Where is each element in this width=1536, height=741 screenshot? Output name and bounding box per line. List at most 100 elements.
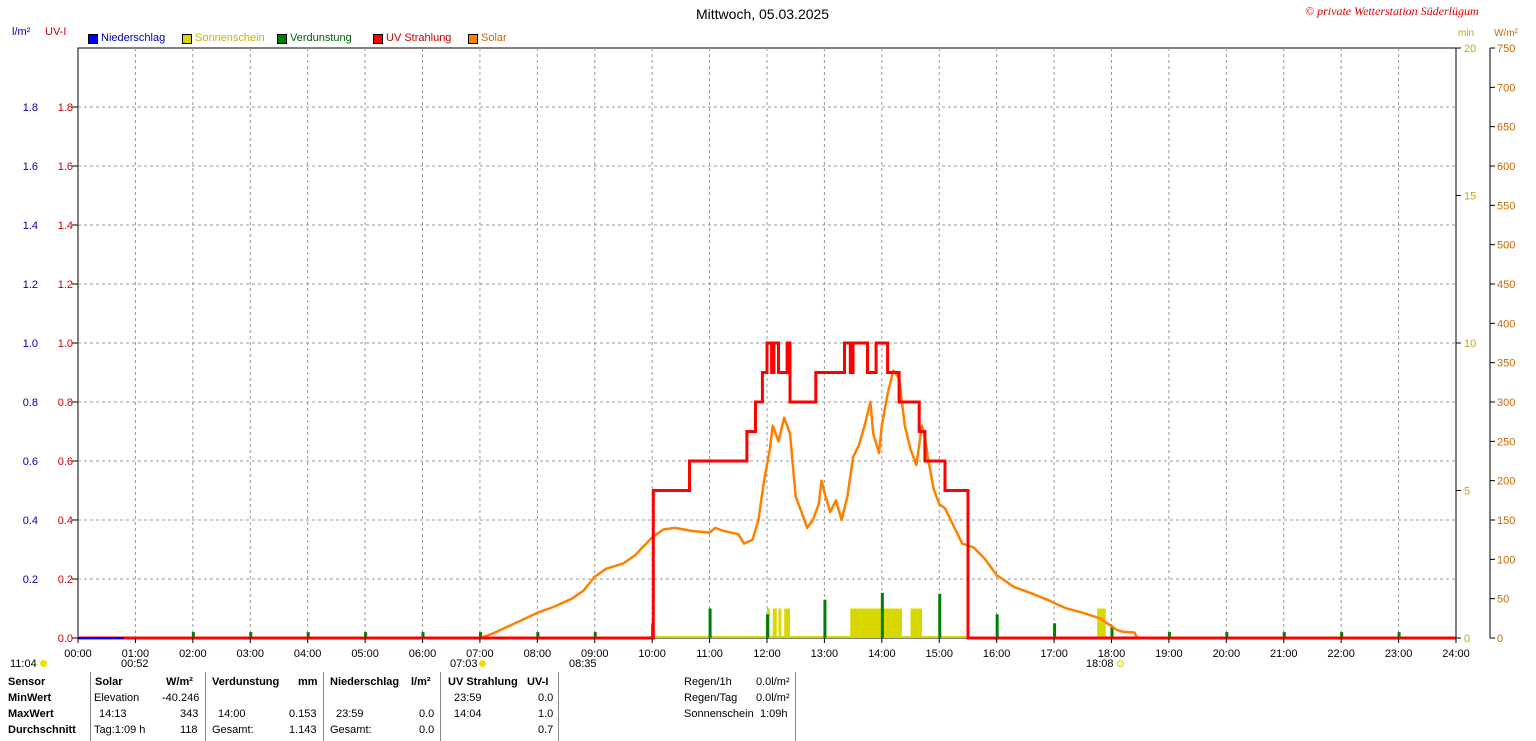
- tick-label-uv: 0.0: [58, 633, 73, 645]
- uv-header: UV Strahlung: [448, 676, 518, 688]
- tick-label-wm2: 400: [1497, 318, 1515, 330]
- sunshine-bar: [778, 608, 782, 638]
- tick-label-x: 08:00: [524, 648, 552, 660]
- uv-min-value: 0.0: [538, 692, 554, 704]
- sunrise-icon: [479, 660, 486, 667]
- series-sonnenschein: [652, 608, 1106, 638]
- chart-title: Mittwoch, 05.03.2025: [696, 6, 830, 22]
- legend-label-solar: Solar: [481, 32, 507, 44]
- uv-line: [78, 341, 1456, 640]
- tick-label-min: 5: [1464, 486, 1470, 498]
- tick-label-uv: 1.4: [58, 220, 73, 232]
- legend-swatch-niederschlag: [88, 34, 98, 44]
- extra-value-rain-1h: 0.0l/m²: [756, 676, 790, 688]
- verdunstung-header: Verdunstung: [212, 676, 280, 688]
- evaporation-bar: [1282, 632, 1286, 638]
- tick-label-x: 01:00: [122, 648, 150, 660]
- evaporation-bar: [364, 632, 368, 638]
- niederschlag-header: Niederschlag: [330, 676, 400, 688]
- left-unit-uv: UV-I: [45, 26, 67, 38]
- tick-label-x: 12:00: [753, 648, 781, 660]
- evaporation-bar: [536, 632, 540, 638]
- tick-label-rain: 0.8: [23, 397, 38, 409]
- right-unit-min: min: [1458, 28, 1475, 39]
- copyright-label: © private Wetterstation Süderlügum: [1305, 4, 1479, 18]
- row-label-min: MinWert: [8, 692, 52, 704]
- moon-icon: [40, 660, 47, 667]
- sunset-time: 18:08: [1086, 658, 1114, 670]
- tick-label-wm2: 150: [1497, 515, 1515, 527]
- verdunstung-avg-value: 1.143: [289, 724, 317, 736]
- tick-label-rain: 1.4: [23, 220, 38, 232]
- tick-label-wm2: 750: [1497, 43, 1515, 55]
- tick-label-x: 05:00: [351, 648, 379, 660]
- sunshine-bar: [1097, 608, 1106, 638]
- tick-label-x: 15:00: [925, 648, 953, 660]
- niederschlag-avg-label: Gesamt:: [330, 724, 372, 736]
- legend-label-verdunstung: Verdunstung: [290, 32, 352, 44]
- evaporation-bar: [1167, 632, 1171, 638]
- series-lines: [78, 341, 1456, 640]
- tick-label-uv: 1.2: [58, 279, 73, 291]
- sunshine-bar: [850, 608, 902, 638]
- tick-label-wm2: 100: [1497, 554, 1515, 566]
- uv-min-time: 23:59: [454, 692, 482, 704]
- left-unit-rain: l/m²: [12, 26, 31, 38]
- legend-swatch-verdunstung: [277, 34, 287, 44]
- tick-label-uv: 0.6: [58, 456, 73, 468]
- tick-label-uv: 0.4: [58, 515, 73, 527]
- moon-up-time: 11:04: [10, 658, 37, 670]
- tick-label-x: 10:00: [638, 648, 666, 660]
- tick-label-wm2: 250: [1497, 436, 1515, 448]
- solar-max-time: 14:13: [99, 708, 127, 720]
- tick-label-wm2: 200: [1497, 476, 1515, 488]
- verdunstung-avg-label: Gesamt:: [212, 724, 254, 736]
- x-axis-ticks: 00:00 01:00 02:00 03:00 04:00 05:00 06:00 07:00…: [64, 638, 1470, 660]
- extra-value-rain-day: 0.0l/m²: [756, 692, 790, 704]
- tick-label-x: 04:00: [294, 648, 322, 660]
- right-axis-min-ticks: 0 5 10 15 20: [1456, 43, 1476, 645]
- verdunstung-max-value: 0.153: [289, 708, 317, 720]
- tick-label-rain: 0.4: [23, 515, 38, 527]
- sunrise-time: 07:03: [450, 658, 478, 670]
- legend-label-uv: UV Strahlung: [386, 32, 452, 44]
- tick-label-x: 14:00: [868, 648, 896, 660]
- niederschlag-unit: l/m²: [411, 676, 431, 688]
- uv-avg-value: 0.7: [538, 724, 554, 736]
- tick-label-x: 18:00: [1098, 648, 1126, 660]
- tick-label-x: 19:00: [1155, 648, 1183, 660]
- evaporation-bar: [249, 632, 253, 638]
- evaporation-bar: [593, 632, 597, 638]
- sunset-icon: [1117, 660, 1124, 667]
- evaporation-bar: [1225, 632, 1229, 638]
- sunshine-baseline: [652, 636, 968, 638]
- evaporation-bar: [995, 614, 999, 638]
- row-label-max: MaxWert: [8, 708, 54, 720]
- solar-avg-value: 118: [180, 724, 198, 736]
- uv-unit: UV-I: [527, 676, 549, 688]
- sunshine-bar: [784, 608, 790, 638]
- tick-label-wm2: 450: [1497, 279, 1515, 291]
- tick-label-uv: 0.2: [58, 574, 73, 586]
- row-label-sensor: Sensor: [8, 676, 46, 688]
- solar-max-value: 343: [180, 708, 199, 720]
- tick-label-wm2: 350: [1497, 358, 1515, 370]
- tick-label-x: 16:00: [983, 648, 1011, 660]
- legend-label-sonnenschein: Sonnenschein: [195, 32, 265, 44]
- verdunstung-max-time: 14:00: [218, 708, 246, 720]
- tick-label-x: 02:00: [179, 648, 207, 660]
- tick-label-x: 21:00: [1270, 648, 1298, 660]
- evaporation-bar: [708, 608, 712, 638]
- evaporation-bar: [1340, 632, 1344, 638]
- evaporation-bar: [478, 632, 482, 638]
- tick-label-x: 23:00: [1385, 648, 1413, 660]
- verdunstung-unit: mm: [298, 676, 318, 688]
- evaporation-bar: [938, 593, 942, 638]
- tick-label-uv: 1.6: [58, 161, 73, 173]
- legend-swatch-sonnenschein: [182, 34, 192, 44]
- right-axis-wm2-ticks: 0 50 100 150 200 250 300 350 400 450 500 550 600 650 7…: [1489, 43, 1515, 645]
- uv-max-time: 14:04: [454, 708, 482, 720]
- solar-min-value: -40.246: [162, 692, 200, 704]
- tick-label-wm2: 650: [1497, 122, 1515, 134]
